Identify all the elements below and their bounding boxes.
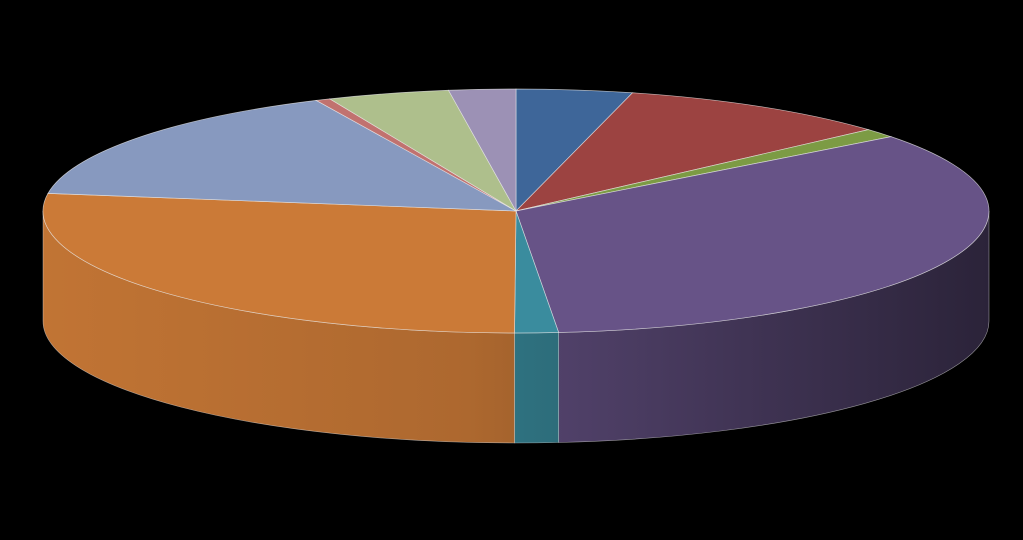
pie-slice-7: [47, 100, 517, 212]
pie-slice-4: [515, 136, 990, 333]
pie-slice-2: [514, 92, 870, 212]
pie-slice-10: [447, 88, 517, 213]
pie-slice-side-5: [514, 332, 559, 444]
pie-slice-6: [42, 193, 517, 334]
pie-side-walls: [42, 210, 990, 444]
pie-top-face: [42, 88, 990, 334]
